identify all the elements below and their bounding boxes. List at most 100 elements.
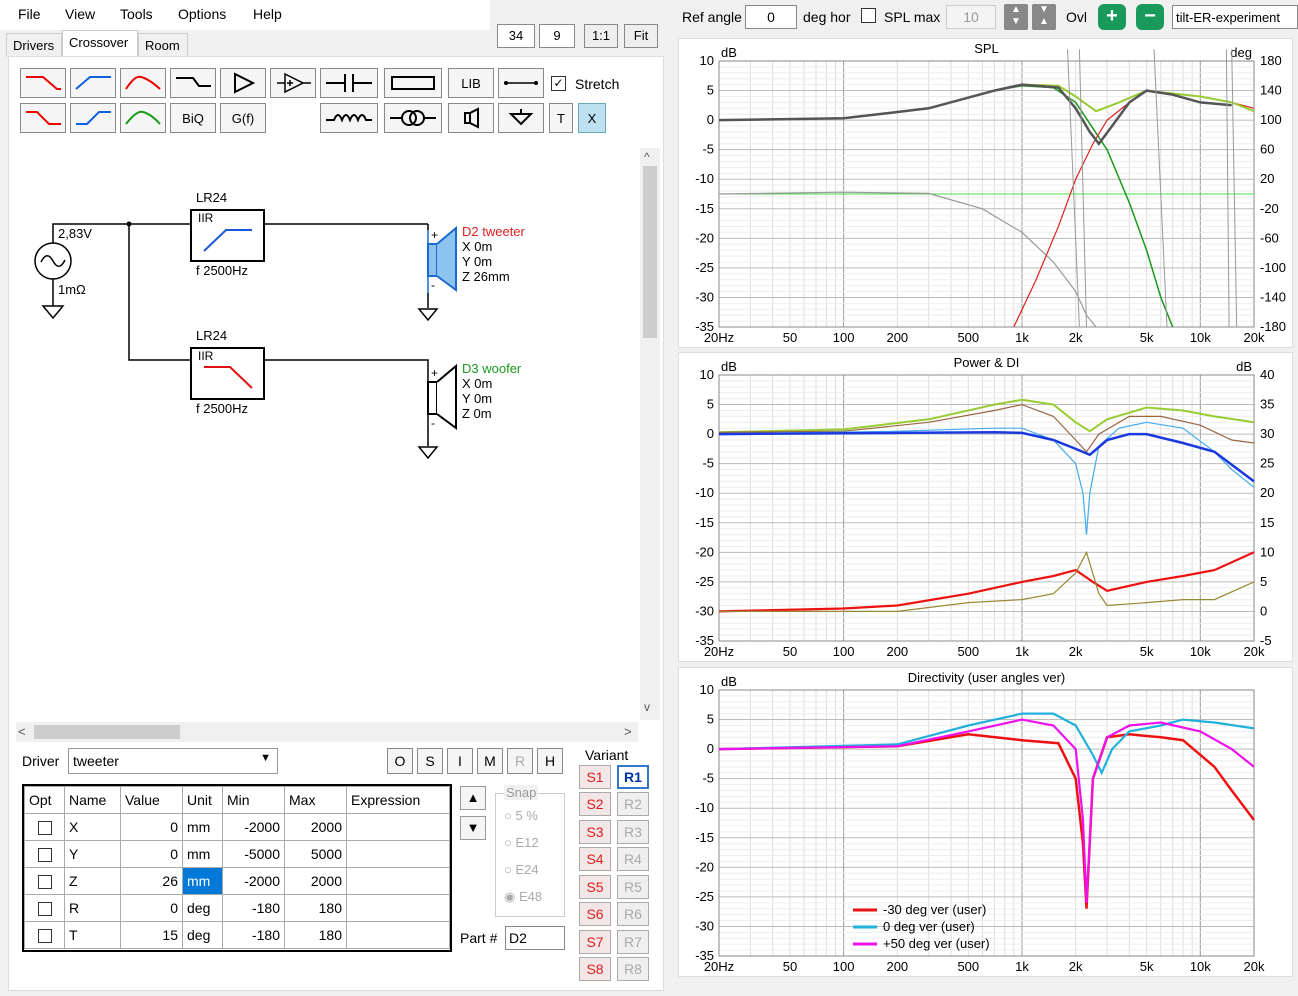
param-max[interactable]: 180	[284, 921, 347, 949]
param-expression[interactable]	[346, 867, 450, 895]
menu-options[interactable]: Options	[178, 6, 227, 22]
opt-checkbox[interactable]	[37, 902, 52, 917]
parameter-grid[interactable]: Opt Name Value Unit Min Max Expression X…	[22, 784, 452, 952]
variant-s3[interactable]: S3	[579, 820, 611, 844]
param-min[interactable]: -180	[222, 921, 285, 949]
variant-r6[interactable]: R6	[617, 902, 649, 926]
gf-button[interactable]: G(f)	[220, 103, 266, 133]
ground-button[interactable]	[498, 103, 544, 133]
snap-option-e24[interactable]: ○ E24	[504, 862, 539, 877]
hscroll-thumb[interactable]	[34, 725, 180, 739]
variant-s4[interactable]: S4	[579, 847, 611, 871]
tab-crossover[interactable]: Crossover	[62, 30, 138, 57]
variant-r5[interactable]: R5	[617, 875, 649, 899]
param-value[interactable]: 26	[120, 867, 183, 895]
hourglass-icon[interactable]: ▼ ▲	[1032, 4, 1056, 30]
opt-checkbox[interactable]	[37, 848, 52, 863]
highpass2-blue-button[interactable]	[70, 103, 116, 133]
variant-s1[interactable]: S1	[579, 765, 611, 789]
variant-s5[interactable]: S5	[579, 875, 611, 899]
param-unit[interactable]: deg	[182, 894, 223, 922]
param-expression[interactable]	[346, 921, 450, 949]
remove-overlay-icon[interactable]: −	[1136, 4, 1164, 30]
variant-r8[interactable]: R8	[617, 957, 649, 981]
m-button[interactable]: M	[477, 748, 503, 774]
menu-help[interactable]: Help	[253, 6, 282, 22]
scroll-up-icon[interactable]: ^	[644, 150, 650, 164]
param-expression[interactable]	[346, 894, 450, 922]
opt-checkbox[interactable]	[37, 875, 52, 890]
zoom-a-field[interactable]: 34	[497, 24, 535, 48]
filter-block-1[interactable]	[190, 209, 265, 262]
zoom-1to1-button[interactable]: 1:1	[584, 24, 618, 48]
snap-option-5pct[interactable]: ○ 5 %	[504, 808, 538, 823]
stretch-checkbox[interactable]: ✓	[551, 76, 566, 91]
menu-tools[interactable]: Tools	[120, 6, 153, 22]
i-button[interactable]: I	[447, 748, 473, 774]
tab-room[interactable]: Room	[138, 33, 188, 57]
h-button[interactable]: H	[537, 748, 563, 774]
snap-option-e48[interactable]: ◉ E48	[504, 889, 543, 904]
speaker-button[interactable]	[448, 103, 494, 133]
opt-checkbox[interactable]	[37, 929, 52, 944]
variant-r1[interactable]: R1	[617, 765, 649, 789]
transformer-button[interactable]	[384, 103, 442, 133]
param-unit[interactable]: deg	[182, 921, 223, 949]
scroll-down-icon[interactable]: v	[644, 700, 650, 714]
variant-r4[interactable]: R4	[617, 847, 649, 871]
variant-r3[interactable]: R3	[617, 820, 649, 844]
lowpass-red-button[interactable]	[20, 68, 66, 98]
param-min[interactable]: -180	[222, 894, 285, 922]
zoom-b-field[interactable]: 9	[539, 24, 575, 48]
library-button[interactable]: LIB	[448, 68, 494, 98]
param-expression[interactable]	[346, 813, 450, 841]
variant-s2[interactable]: S2	[579, 792, 611, 816]
param-unit[interactable]: mm	[182, 813, 223, 841]
move-down-button[interactable]: ▼	[460, 816, 486, 840]
bandpass-red-button[interactable]	[120, 68, 166, 98]
param-min[interactable]: -2000	[222, 867, 285, 895]
variant-s7[interactable]: S7	[579, 930, 611, 954]
menu-view[interactable]: View	[65, 6, 96, 22]
variant-s6[interactable]: S6	[579, 902, 611, 926]
schematic-canvas[interactable]: 2,83V 1mΩ LR24 IIR f 2500Hz LR24 IIR f 2…	[16, 148, 640, 720]
wire-button[interactable]	[498, 68, 544, 98]
variant-s8[interactable]: S8	[579, 957, 611, 981]
param-max[interactable]: 2000	[284, 813, 347, 841]
param-min[interactable]: -2000	[222, 813, 285, 841]
snap-option-e12[interactable]: ○ E12	[504, 835, 539, 850]
t-button[interactable]: T	[549, 103, 573, 133]
param-max[interactable]: 2000	[284, 867, 347, 895]
bandpass-green-button[interactable]	[120, 103, 166, 133]
inductor-button[interactable]	[320, 103, 378, 133]
spl-max-checkbox[interactable]	[861, 8, 876, 23]
scroll-right-icon[interactable]: >	[624, 724, 632, 739]
table-row[interactable]: R 0 deg -180 180	[24, 894, 450, 922]
amplifier-button[interactable]	[220, 68, 266, 98]
highpass-blue-button[interactable]	[70, 68, 116, 98]
scroll-thumb[interactable]	[643, 166, 657, 338]
resistor-button[interactable]	[384, 68, 442, 98]
add-overlay-icon[interactable]: +	[1098, 4, 1126, 30]
driver-select[interactable]: tweeter ▼	[68, 748, 278, 774]
variant-r7[interactable]: R7	[617, 930, 649, 954]
vertical-scrollbar[interactable]: ^ v	[640, 148, 660, 720]
horizontal-scrollbar[interactable]: < >	[16, 722, 638, 742]
param-value[interactable]: 15	[120, 921, 183, 949]
param-unit[interactable]: mm	[182, 840, 223, 868]
opamp-button[interactable]	[270, 68, 316, 98]
param-value[interactable]: 0	[120, 813, 183, 841]
param-expression[interactable]	[346, 840, 450, 868]
table-row[interactable]: X 0 mm -2000 2000	[24, 813, 450, 841]
variant-r2[interactable]: R2	[617, 792, 649, 816]
tab-drivers[interactable]: Drivers	[6, 33, 62, 57]
param-value[interactable]: 0	[120, 894, 183, 922]
ref-angle-input[interactable]: 0	[745, 5, 797, 29]
table-row[interactable]: T 15 deg -180 180	[24, 921, 450, 949]
shelf-button[interactable]	[170, 68, 216, 98]
r-button[interactable]: R	[507, 748, 533, 774]
param-max[interactable]: 5000	[284, 840, 347, 868]
biquad-button[interactable]: BiQ	[170, 103, 216, 133]
table-row[interactable]: Y 0 mm -5000 5000	[24, 840, 450, 868]
spl-max-spinner-icon[interactable]: ▲ ▼	[1004, 4, 1028, 30]
